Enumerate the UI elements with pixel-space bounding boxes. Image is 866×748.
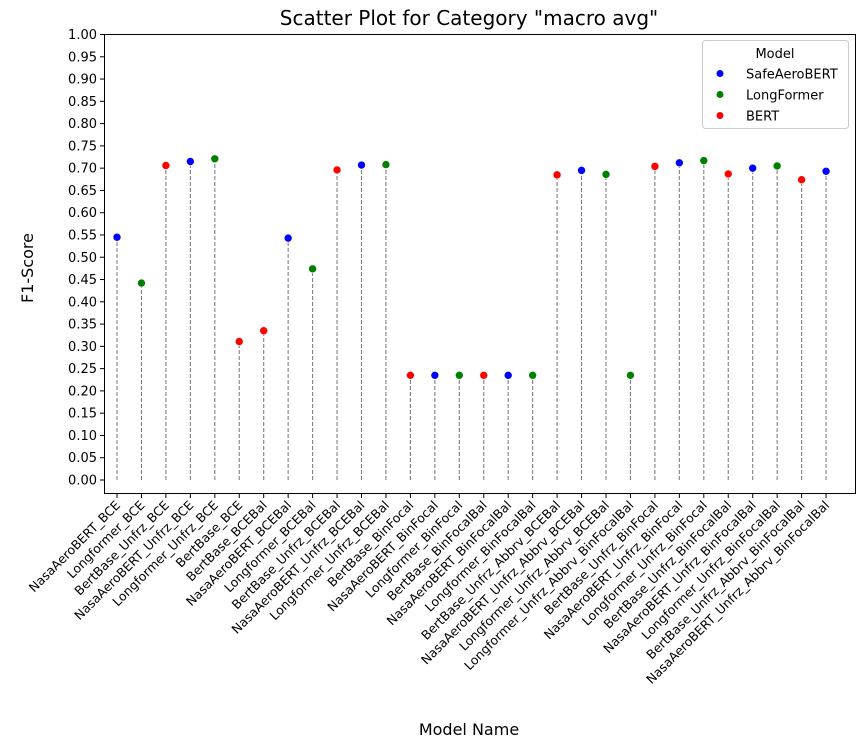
legend-entries: SafeAeroBERT LongFormer BERT [716,68,838,125]
y-axis: 0.00 0.05 0.10 0.15 0.20 0.25 0.30 0.35 0.40 0.45… [68,28,105,489]
chart-title: Scatter Plot for Category "macro avg" [280,6,658,30]
data-point-safeaerobert [675,158,684,168]
y-tick-label: 0.30 [68,340,97,355]
data-point-longformer [210,154,220,164]
data-point-bert [161,161,171,170]
y-tick-label: 0.70 [68,162,97,177]
data-point-bert [650,162,660,171]
legend-title: Model [755,47,794,62]
data-point-bert [552,170,562,180]
data-point-safeaerobert [430,371,440,380]
y-axis-label: F1-Score [18,233,37,303]
plot-frame [104,34,856,494]
y-tick-label: 0.25 [68,362,97,377]
data-point-bert [332,165,342,175]
data-point-longformer [699,156,709,165]
data-point-longformer [772,161,782,171]
data-point-longformer [626,371,635,380]
legend-label: BERT [746,110,779,125]
data-point-safeaerobert [112,232,122,242]
stems-layer [116,158,827,480]
data-point-longformer [308,264,317,274]
x-axis: NasaAeroBERT_BCELongformer_BCEBertBase_U… [26,493,832,687]
y-tick-label: 0.10 [68,429,97,444]
y-tick-label: 0.95 [68,50,97,65]
y-tick-label: 0.80 [68,117,97,132]
data-point-bert [723,169,733,179]
legend-label: SafeAeroBERT [746,68,838,83]
y-tick-label: 0.40 [68,295,97,310]
x-axis-label: Model Name [419,720,519,739]
legend: Model SafeAeroBERT LongFormer BERT [702,40,849,129]
legend-marker [716,91,724,98]
y-tick-label: 0.20 [68,384,97,399]
data-point-safeaerobert [357,160,366,170]
legend-box [702,40,849,129]
y-tick-label: 0.50 [68,251,97,266]
data-point-longformer [601,170,611,179]
legend-marker [716,70,724,77]
data-point-safeaerobert [821,166,831,176]
legend-marker [716,112,724,119]
y-tick-label: 0.00 [68,474,97,489]
y-tick-label: 0.35 [68,318,97,333]
y-tick-label: 0.15 [68,407,97,422]
data-point-bert [406,371,415,380]
data-point-safeaerobert [283,233,293,243]
data-point-longformer [137,278,146,288]
legend-label: LongFormer [746,89,824,104]
data-point-bert [234,337,244,346]
data-point-bert [259,326,269,336]
data-point-bert [797,175,806,185]
data-point-longformer [528,371,537,380]
points-layer [112,154,831,380]
data-point-safeaerobert [748,163,758,173]
y-tick-label: 0.75 [68,139,97,154]
data-point-longformer [381,160,391,169]
y-tick-label: 0.60 [68,206,97,221]
data-point-safeaerobert [577,166,586,175]
y-tick-label: 0.45 [68,273,97,288]
y-tick-label: 0.05 [68,451,97,466]
y-tick-label: 0.85 [68,95,97,110]
y-tick-label: 0.55 [68,228,97,243]
y-tick-label: 1.00 [68,28,97,43]
y-tick-label: 0.65 [68,184,97,199]
data-point-longformer [454,371,464,380]
data-point-safeaerobert [186,157,195,166]
y-tick-label: 0.90 [68,73,97,88]
data-point-bert [479,371,489,380]
data-point-safeaerobert [503,371,513,380]
